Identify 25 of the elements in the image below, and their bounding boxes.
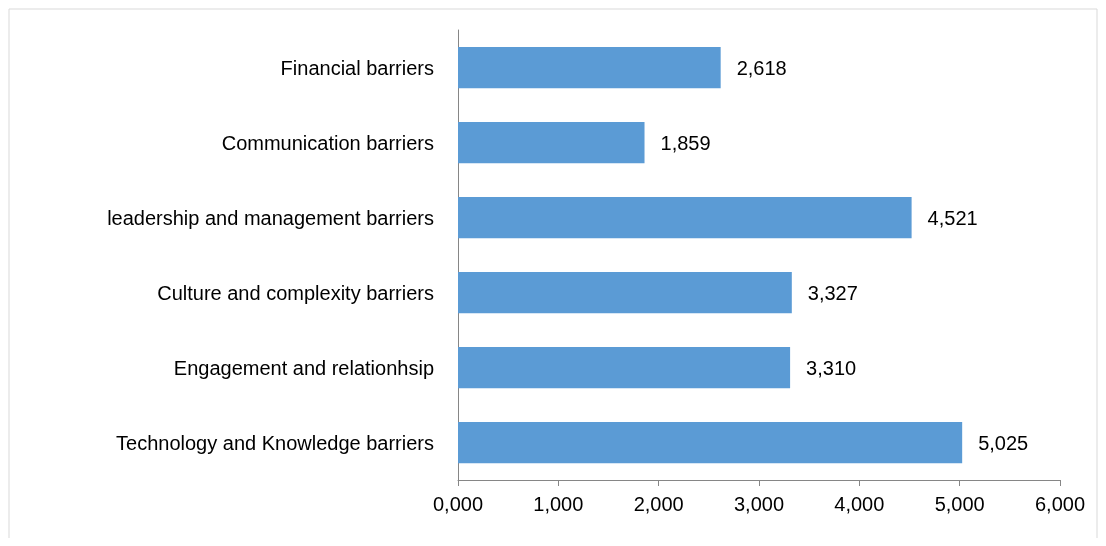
bar [458,121,645,164]
y-tick-label: Culture and complexity barriers [157,281,434,304]
x-tick-label: 3,000 [733,493,785,515]
y-tick-label: Communication barriers [221,131,434,154]
bar [458,196,912,239]
y-tick-label: Financial barriers [280,56,434,79]
x-tick-label: 0,000 [432,493,484,515]
x-tick-label: 2,000 [633,493,684,515]
x-tick-label: 5,000 [934,493,985,515]
x-tick-label: 1,000 [533,493,584,515]
data-label: 1,859 [660,131,711,154]
data-label: 3,327 [807,281,858,304]
bar [458,346,791,389]
data-label: 2,618 [736,56,787,79]
data-label: 5,025 [978,431,1029,454]
data-label: 3,310 [806,356,857,379]
data-label: 4,521 [927,206,978,229]
bar [458,271,792,314]
y-tick-label: Technology and Knowledge barriers [116,431,434,454]
y-tick-label: Engagement and relationhsip [173,356,434,379]
x-tick-label: 6,000 [1034,493,1086,515]
bar [458,421,963,464]
y-tick-label: leadership and management barriers [107,206,434,229]
x-tick-label: 4,000 [834,493,885,515]
bar [458,46,721,89]
